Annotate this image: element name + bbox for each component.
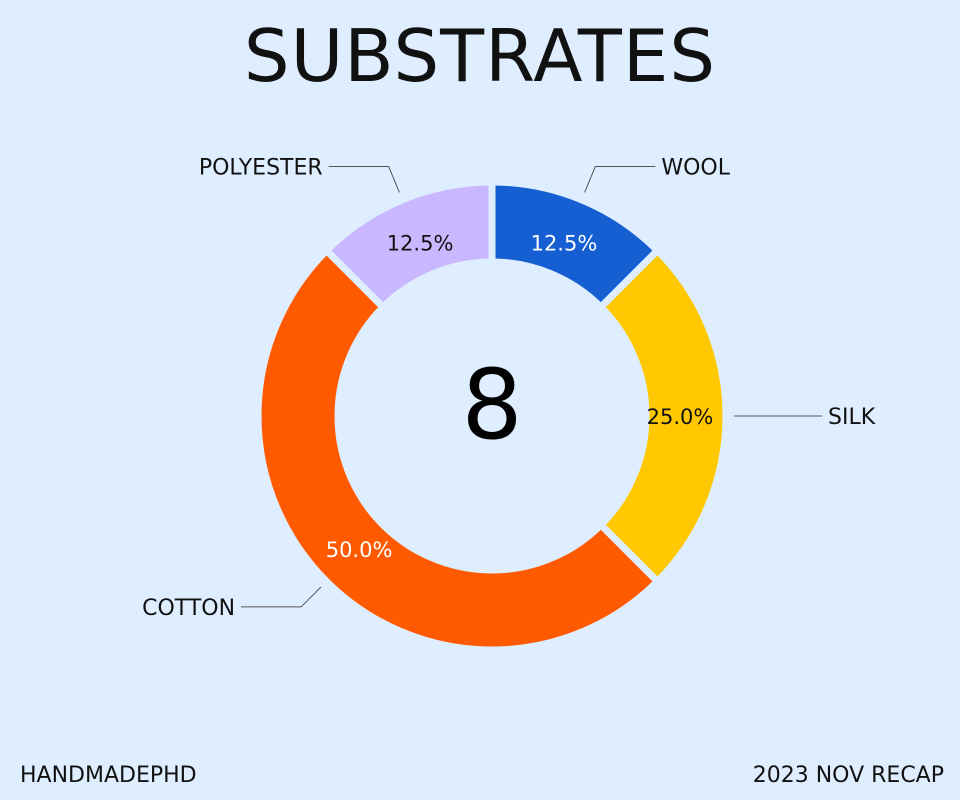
slice-polyester	[321, 178, 496, 313]
category-label-polyester: POLYESTER	[199, 156, 323, 181]
category-label-wool: WOOL	[661, 156, 730, 181]
slice-cotton	[254, 245, 663, 654]
leader-line-wool	[584, 166, 656, 193]
footer-period: 2023 NOV RECAP	[752, 763, 944, 788]
slice-silk	[595, 245, 730, 587]
leader-line-polyester	[328, 166, 400, 193]
percent-label-polyester: 12.5%	[387, 231, 454, 255]
leader-lines	[241, 166, 822, 608]
percent-label-wool: 12.5%	[531, 231, 598, 255]
percent-label-cotton: 50.0%	[326, 538, 393, 562]
category-label-silk: SILK	[828, 405, 876, 430]
percent-labels: 12.5% 25.0% 50.0% 12.5%	[326, 231, 714, 562]
center-count: 8	[461, 349, 522, 461]
footer-brand: HANDMADEPHD	[20, 763, 197, 788]
chart-title: SUBSTRATES	[243, 14, 717, 98]
donut-slices	[254, 178, 730, 654]
percent-label-silk: 25.0%	[647, 405, 714, 429]
category-label-cotton: COTTON	[142, 596, 235, 621]
leader-line-cotton	[241, 586, 322, 608]
category-labels: WOOL SILK COTTON POLYESTER	[142, 156, 876, 621]
